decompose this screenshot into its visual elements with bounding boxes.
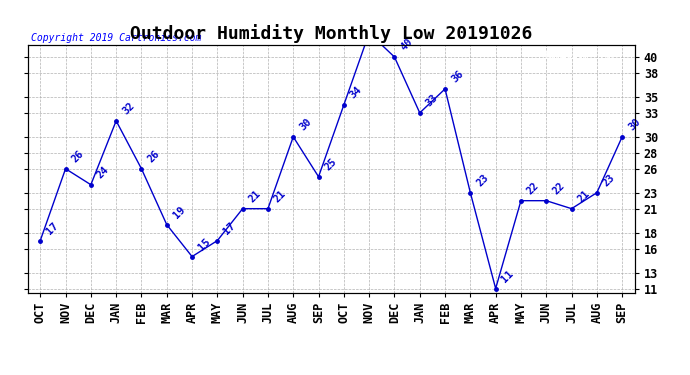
Text: 40: 40 — [399, 37, 415, 53]
Text: 43: 43 — [0, 374, 1, 375]
Text: 22: 22 — [551, 181, 566, 196]
Text: 32: 32 — [120, 101, 136, 117]
Text: 15: 15 — [196, 237, 212, 252]
Text: Copyright 2019 Cartronics.com: Copyright 2019 Cartronics.com — [30, 33, 201, 42]
Text: 22: 22 — [525, 181, 541, 196]
Text: 36: 36 — [449, 69, 465, 85]
Text: 11: 11 — [500, 268, 515, 284]
Text: 23: 23 — [475, 172, 491, 189]
Text: 24: 24 — [95, 165, 111, 180]
Text: 25: 25 — [323, 157, 339, 172]
Text: 23: 23 — [601, 172, 617, 189]
Text: 30: 30 — [627, 117, 642, 133]
Title: Outdoor Humidity Monthly Low 20191026: Outdoor Humidity Monthly Low 20191026 — [130, 24, 533, 44]
Text: 21: 21 — [575, 189, 591, 204]
Text: 19: 19 — [171, 204, 187, 220]
Text: 21: 21 — [272, 189, 288, 204]
Text: 26: 26 — [70, 148, 86, 165]
Text: 17: 17 — [44, 220, 60, 237]
Text: 17: 17 — [221, 220, 237, 237]
Text: 33: 33 — [424, 93, 440, 109]
Text: 34: 34 — [348, 85, 364, 101]
Text: 26: 26 — [146, 148, 161, 165]
Text: 30: 30 — [297, 117, 313, 133]
Text: 21: 21 — [247, 189, 263, 204]
